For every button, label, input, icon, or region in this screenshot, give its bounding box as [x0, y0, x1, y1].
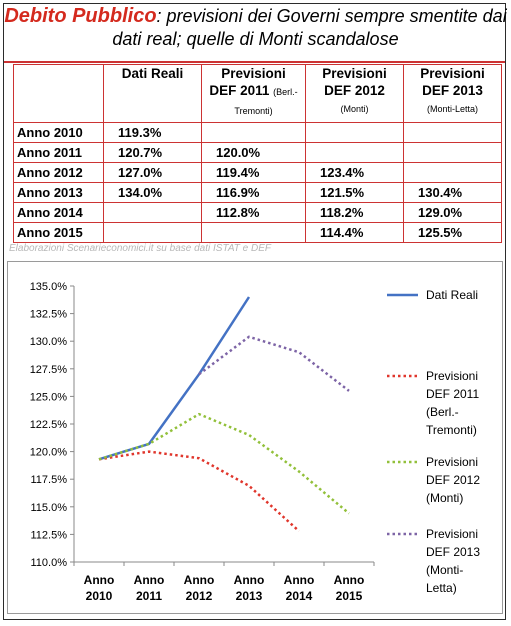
x-tick-label: 2010: [86, 589, 113, 603]
table-cell: [103, 222, 202, 243]
row-label: Anno 2013: [13, 182, 104, 203]
forecast-table: Dati Reali Previsioni DEF 2011 (Berl.-Tre…: [13, 64, 502, 243]
legend-label: (Monti): [426, 491, 463, 505]
header-def-2013: Previsioni DEF 2013 (Monti-Letta): [403, 64, 502, 123]
table-cell: 116.9%: [201, 182, 306, 203]
y-tick-label: 127.5%: [30, 364, 68, 376]
table-cell: [201, 222, 306, 243]
row-label: Anno 2010: [13, 122, 104, 143]
table-cell: 125.5%: [403, 222, 502, 243]
table-cell: 114.4%: [305, 222, 404, 243]
table-cell: 118.2%: [305, 202, 404, 223]
legend-label: Tremonti): [426, 423, 477, 437]
table-cell: [403, 122, 502, 143]
y-tick-label: 122.5%: [30, 419, 68, 431]
legend-label: Previsioni: [426, 527, 478, 541]
table-cell: 130.4%: [403, 182, 502, 203]
table-cell: [403, 142, 502, 163]
table-cell: 119.4%: [201, 162, 306, 183]
legend-label: (Monti-: [426, 563, 463, 577]
row-label: Anno 2015: [13, 222, 104, 243]
legend-label: Previsioni: [426, 455, 478, 469]
header-empty: [13, 64, 104, 123]
y-tick-label: 117.5%: [31, 474, 68, 486]
table-cell: 134.0%: [103, 182, 202, 203]
x-tick-label: Anno: [234, 573, 265, 587]
title-subtitle: : previsioni dei Governi sempre smentite…: [112, 6, 507, 49]
table-cell: 112.8%: [201, 202, 306, 223]
table-row: Anno 2012 127.0% 119.4% 123.4%: [13, 162, 502, 183]
table-cell: 120.0%: [201, 142, 306, 163]
x-tick-label: Anno: [284, 573, 315, 587]
line-chart: 110.0% 112.5% 115.0% 117.5% 120.0% 122.5% 125.…: [30, 281, 481, 603]
table-row: Anno 2014 112.8% 118.2% 129.0%: [13, 202, 502, 223]
series-line-4: [198, 335, 350, 392]
y-tick-label: 110.0%: [31, 557, 68, 569]
table-cell: 127.0%: [103, 162, 202, 183]
source-note: Elaborazioni Scenarieconomici.it su base…: [9, 243, 271, 254]
x-tick-label: Anno: [334, 573, 365, 587]
table-cell: 121.5%: [305, 182, 404, 203]
legend-label: (Berl.-: [426, 405, 459, 419]
series-line-3: [98, 412, 350, 515]
x-tick-label: 2014: [286, 589, 313, 603]
table-cell: 123.4%: [305, 162, 404, 183]
header-def-2011: Previsioni DEF 2011 (Berl.-Tremonti): [201, 64, 306, 123]
table-cell: [305, 122, 404, 143]
page-title: Debito Pubblico: previsioni dei Governi …: [4, 5, 507, 51]
x-tick-label: Anno: [84, 573, 115, 587]
legend-label: Previsioni: [426, 369, 478, 383]
table-header-row: Dati Reali Previsioni DEF 2011 (Berl.-Tre…: [13, 64, 502, 123]
row-label: Anno 2012: [13, 162, 104, 183]
header-def-2012: Previsioni DEF 2012 (Monti): [305, 64, 404, 123]
row-label: Anno 2014: [13, 202, 104, 223]
x-tick-label: 2012: [186, 589, 213, 603]
series-line-2: [98, 450, 300, 533]
table-cell: [103, 202, 202, 223]
table-cell: 119.3%: [103, 122, 202, 143]
chart-container: 110.0% 112.5% 115.0% 117.5% 120.0% 122.5% 125.…: [7, 261, 503, 614]
x-tick-label: Anno: [184, 573, 215, 587]
header-dati-reali: Dati Reali: [103, 64, 202, 123]
y-tick-label: 125.0%: [30, 391, 68, 403]
table-row: Anno 2010 119.3%: [13, 122, 502, 143]
table-row: Anno 2015 114.4% 125.5%: [13, 222, 502, 243]
y-tick-label: 132.5%: [30, 309, 68, 321]
table-cell: [403, 162, 502, 183]
y-tick-label: 130.0%: [30, 336, 68, 348]
table-row: Anno 2011 120.7% 120.0%: [13, 142, 502, 163]
y-tick-label: 135.0%: [30, 281, 68, 293]
table-cell: 120.7%: [103, 142, 202, 163]
table-cell: 129.0%: [403, 202, 502, 223]
table-top-rule: [4, 61, 505, 63]
x-tick-label: Anno: [134, 573, 165, 587]
table-cell: [201, 122, 306, 143]
table-row: Anno 2013 134.0% 116.9% 121.5% 130.4%: [13, 182, 502, 203]
legend-label: Letta): [426, 581, 457, 595]
legend-label: DEF 2013: [426, 545, 480, 559]
x-tick-label: 2011: [136, 589, 162, 603]
legend-label: Dati Reali: [426, 288, 478, 302]
legend-label: DEF 2011: [426, 387, 479, 401]
y-tick-label: 112.5%: [31, 529, 68, 541]
row-label: Anno 2011: [13, 142, 104, 163]
legend-label: DEF 2012: [426, 473, 480, 487]
series-line-1: [98, 296, 251, 461]
x-tick-label: 2013: [236, 589, 263, 603]
y-tick-label: 120.0%: [30, 447, 68, 459]
x-tick-label: 2015: [336, 589, 363, 603]
y-tick-label: 115.0%: [31, 502, 68, 514]
outer-frame: [3, 3, 506, 620]
title-highlight: Debito Pubblico: [4, 5, 157, 27]
table-cell: [305, 142, 404, 163]
